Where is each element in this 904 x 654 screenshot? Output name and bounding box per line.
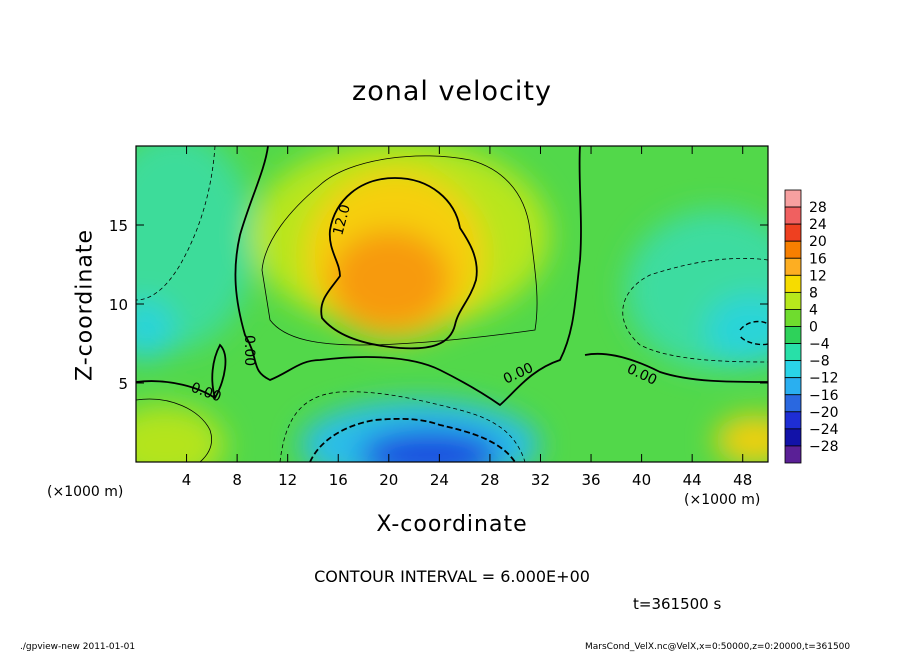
- region-bottom-right: [715, 415, 768, 462]
- region-jet-core: [330, 230, 450, 330]
- colorbar-label: 12: [809, 268, 827, 284]
- colorbar-label: −4: [809, 337, 830, 353]
- colorbar-swatch: [784, 360, 802, 379]
- colorbar-swatch: [784, 206, 802, 225]
- contour-small-right: [739, 320, 768, 346]
- colorbar-swatch: [784, 411, 802, 430]
- colorbar-swatch: [784, 309, 802, 327]
- x-tick-label: 8: [232, 471, 242, 489]
- region-bottom-blue: [360, 430, 500, 462]
- colorbar-label: −12: [809, 371, 839, 387]
- region-right-cyan: [705, 295, 768, 365]
- x-tick-label: 16: [329, 471, 348, 489]
- colorbar-label: 28: [809, 200, 827, 216]
- contour-neg-right: [622, 258, 768, 363]
- x-tick-label: 4: [182, 471, 192, 489]
- colorbar-swatch: [784, 394, 802, 413]
- colorbar-label: 24: [809, 217, 827, 233]
- footer-right: MarsCond_VelX.nc@VelX,x=0:50000,z=0:2000…: [585, 642, 851, 652]
- y-tick-label: 5: [118, 375, 128, 393]
- region-upper-left: [136, 146, 255, 350]
- contour-interval-text: CONTOUR INTERVAL = 6.000E+00: [314, 567, 590, 586]
- footer-left: ./gpview-new 2011-01-01: [20, 642, 136, 652]
- colorbar-label: −24: [809, 422, 839, 438]
- colorbar-swatch: [784, 240, 802, 259]
- colorbar-label: 20: [809, 234, 827, 250]
- y-tick-label: 15: [109, 217, 128, 235]
- contour-zero-left: [234, 146, 582, 407]
- x-axis-unit-right: (×1000 m): [684, 492, 761, 508]
- contour-zero-mid: [136, 343, 227, 400]
- contour-neg-bottom: [309, 417, 516, 462]
- colorbar-label: 4: [809, 302, 818, 318]
- x-tick-label: 36: [581, 471, 600, 489]
- colorbar-swatch: [784, 223, 802, 242]
- colorbar-swatch: [784, 189, 802, 208]
- chart-title: zonal velocity: [352, 76, 552, 107]
- heatmap-field: [136, 146, 768, 462]
- contour-6: [261, 155, 538, 346]
- x-tick-label: 40: [632, 471, 651, 489]
- colorbar-swatch: [784, 257, 802, 276]
- colorbar-swatch: [784, 291, 802, 310]
- region-bottom-left: [136, 405, 225, 462]
- colorbar-swatch: [784, 428, 802, 447]
- colorbar-swatch: [784, 326, 802, 344]
- x-tick-label: 44: [683, 471, 702, 489]
- y-tick-label: 10: [109, 296, 128, 314]
- colorbar-label: −28: [809, 439, 839, 455]
- x-tick-label: 12: [278, 471, 297, 489]
- colorbar-label: 16: [809, 251, 827, 267]
- colorbar-swatch: [784, 274, 802, 293]
- contour-zero-right: [584, 353, 768, 383]
- colorbar-label: −8: [809, 354, 830, 370]
- x-axis-ticks: 4 8 12 16 20 24 28 32 36 40 44 48: [182, 146, 752, 489]
- x-tick-label: 32: [531, 471, 550, 489]
- contour-lines: [136, 146, 768, 462]
- y-axis-ticks: 5 10 15: [109, 217, 768, 393]
- time-label: t=361500 s: [633, 595, 722, 613]
- contour-neg-bottom-outer: [279, 391, 526, 462]
- colorbar-label: 0: [809, 320, 818, 336]
- region-left-cyan: [136, 300, 175, 360]
- colorbar-swatch: [784, 343, 802, 362]
- contour-label: 12.0: [330, 203, 354, 237]
- x-tick-label: 48: [733, 471, 752, 489]
- x-tick-label: 24: [430, 471, 449, 489]
- colorbar-swatch: [784, 377, 802, 396]
- x-tick-label: 20: [379, 471, 398, 489]
- colorbar-label: 8: [809, 285, 818, 301]
- y-axis-label: Z-coordinate: [72, 229, 98, 381]
- contour-pos-bottom-left: [136, 398, 213, 462]
- x-axis-unit-left: (×1000 m): [47, 484, 124, 500]
- x-axis-label: X-coordinate: [376, 512, 528, 537]
- colorbar-swatch: [784, 445, 802, 464]
- colorbar-label: −16: [809, 388, 839, 404]
- contour-neg-left: [136, 146, 216, 301]
- contour-12: [320, 177, 478, 350]
- colorbar-label: −20: [809, 405, 839, 421]
- contour-label: 0.00: [241, 335, 257, 366]
- x-tick-label: 28: [480, 471, 499, 489]
